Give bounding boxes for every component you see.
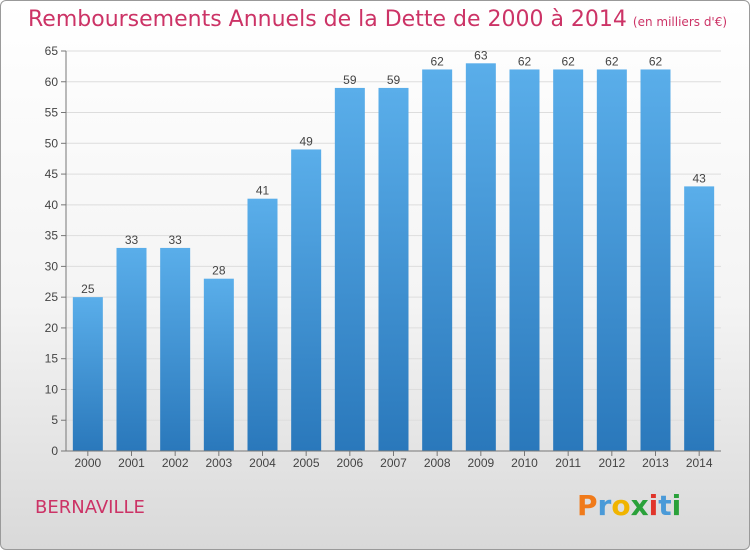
x-tick-label: 2003 [205,456,232,470]
bar-2005 [291,149,322,451]
bar-2008 [422,69,453,451]
x-tick-label: 2013 [642,456,669,470]
commune-name: BERNAVILLE [35,497,145,518]
x-tick-label: 2012 [598,456,625,470]
bar-value-label: 41 [256,184,270,198]
bar-2002 [160,247,191,451]
bar-2003 [203,278,234,451]
logo-letter: o [611,489,631,522]
bar-value-label: 33 [168,233,182,247]
logo-letter: i [671,489,682,522]
y-tick-label: 30 [45,259,59,273]
bar-value-label: 59 [343,73,357,87]
y-tick-label: 50 [45,136,59,150]
chart-unit: (en milliers d'€) [632,15,728,29]
y-tick-label: 35 [45,229,59,243]
x-tick-label: 2005 [293,456,320,470]
y-tick-label: 65 [45,44,59,58]
bar-value-label: 62 [605,54,619,68]
y-tick-label: 40 [45,198,59,212]
y-tick-label: 5 [51,413,58,427]
x-tick-label: 2007 [380,456,407,470]
bar-2001 [116,247,147,451]
x-tick-label: 2002 [162,456,189,470]
bar-value-label: 59 [387,73,401,87]
x-tick-label: 2000 [74,456,101,470]
y-tick-label: 45 [45,167,59,181]
x-tick-label: 2010 [511,456,538,470]
y-tick-label: 10 [45,382,59,396]
y-tick-label: 55 [45,106,59,120]
bar-2007 [378,87,409,451]
bar-value-label: 62 [561,54,575,68]
logo-letter: i [648,489,659,522]
bar-2013 [640,69,671,451]
logo-letter: r [597,489,612,522]
x-tick-label: 2009 [467,456,494,470]
bar-value-label: 28 [212,264,226,278]
y-tick-label: 0 [51,444,58,458]
proxiti-logo: Proxiti [577,489,681,522]
chart-title: Remboursements Annuels de la Dette de 20… [28,7,728,32]
bar-2011 [553,69,584,451]
x-tick-label: 2008 [424,456,451,470]
x-tick-label: 2004 [249,456,276,470]
logo-letter: x [630,489,649,522]
bar-2006 [334,87,365,451]
bar-value-label: 63 [474,48,488,62]
bar-2012 [596,69,627,451]
x-tick-label: 2006 [336,456,363,470]
bar-value-label: 33 [125,233,139,247]
bar-value-label: 43 [692,171,706,185]
x-tick-label: 2014 [686,456,713,470]
bar-2004 [247,198,278,451]
logo-letter: P [577,489,598,522]
bar-value-label: 62 [518,54,532,68]
y-tick-label: 25 [45,290,59,304]
y-tick-label: 20 [45,321,59,335]
bar-value-label: 62 [649,54,663,68]
bar-2000 [72,297,103,451]
bar-2014 [684,186,715,451]
y-tick-label: 60 [45,75,59,89]
y-tick-label: 15 [45,352,59,366]
bar-value-label: 62 [430,54,444,68]
logo-letter: t [658,489,672,522]
x-tick-label: 2011 [555,456,581,470]
bar-2010 [509,69,540,451]
bar-value-label: 49 [299,134,313,148]
x-tick-label: 2001 [118,456,145,470]
bar-2009 [465,63,496,452]
bar-value-label: 25 [81,282,95,296]
